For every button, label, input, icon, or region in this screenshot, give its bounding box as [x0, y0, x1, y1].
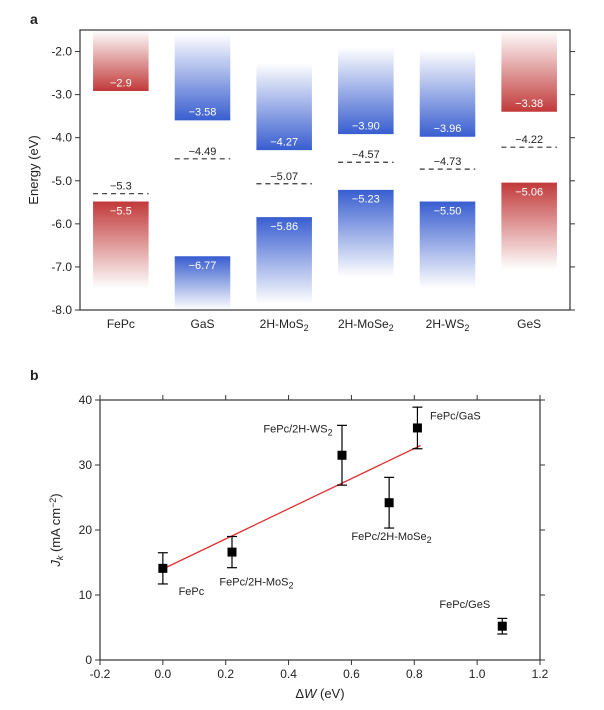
panel-b-xlabel: ΔW (eV) — [295, 686, 344, 701]
xtick-label: 1.2 — [532, 667, 549, 681]
fermi-value: −4.73 — [434, 156, 462, 168]
category-label: GeS — [517, 317, 541, 331]
xtick-label: 0.4 — [280, 667, 297, 681]
xtick-label: 1.0 — [469, 667, 486, 681]
data-point — [228, 548, 236, 556]
ytick-label: 10 — [79, 588, 93, 602]
xtick-label: 0.6 — [343, 667, 360, 681]
ytick-label: -7.0 — [51, 260, 72, 274]
cb-value: −3.90 — [352, 120, 380, 132]
data-point — [338, 451, 346, 459]
vb-value: −5.23 — [352, 194, 380, 206]
category-label: FePc — [107, 317, 135, 331]
point-label: FePc/2H-WS2 — [263, 424, 332, 438]
fermi-value: −4.49 — [189, 146, 217, 158]
ytick-label: 20 — [79, 523, 93, 537]
vb-value: −6.77 — [189, 260, 217, 272]
panel-b-label: b — [30, 367, 39, 383]
panel-a-ylabel: Energy (eV) — [26, 135, 41, 204]
ytick-label: -3.0 — [51, 88, 72, 102]
cb-value: −3.96 — [434, 123, 462, 135]
panel-b: -0.2 0.0 0.2 0.4 0.6 0.8 1.0 1.2 0 10 20 30 40 ΔW (eV… — [48, 393, 549, 701]
vb-value: −5.06 — [515, 186, 543, 198]
point-label: FePc/GaS — [430, 411, 481, 423]
panel-a-frame — [80, 30, 570, 310]
ytick-label: -6.0 — [51, 217, 72, 231]
fit-line — [163, 446, 421, 570]
category-label: GaS — [190, 317, 214, 331]
ytick-label: 40 — [79, 393, 93, 407]
fermi-value: −4.57 — [352, 149, 380, 161]
panel-b-frame — [100, 400, 540, 660]
vb-value: −5.5 — [110, 205, 132, 217]
ytick-label: -4.0 — [51, 131, 72, 145]
xtick-label: 0.2 — [217, 667, 234, 681]
data-point — [159, 564, 167, 572]
category-label: 2H-WS2 — [426, 317, 470, 333]
panel-a-label: a — [30, 11, 38, 27]
point-label: FePc/2H-MoSe2 — [351, 531, 431, 545]
vb-value: −5.86 — [270, 221, 298, 233]
ytick-label: 30 — [79, 458, 93, 472]
xtick-label: -0.2 — [90, 667, 111, 681]
xtick-label: 0.8 — [406, 667, 423, 681]
panel-b-ylabel: Jk (mA cm−2) — [48, 493, 65, 567]
data-point — [498, 622, 506, 630]
fermi-value: −4.22 — [515, 134, 543, 146]
data-point — [385, 499, 393, 507]
cb-value: −2.9 — [110, 77, 132, 89]
point-label: FePc/2H-MoS2 — [219, 576, 293, 590]
cb-value: −3.38 — [515, 98, 543, 110]
ytick-label: 0 — [85, 653, 92, 667]
category-label: 2H-MoSe2 — [338, 317, 394, 333]
point-label: FePc — [179, 586, 205, 598]
fermi-value: −5.07 — [270, 171, 298, 183]
point-label: FePc/GeS — [439, 599, 490, 611]
xtick-label: 0.0 — [155, 667, 172, 681]
ytick-label: -5.0 — [51, 174, 72, 188]
category-label: 2H-MoS2 — [260, 317, 309, 333]
cb-value: −3.58 — [189, 107, 217, 119]
vb-value: −5.50 — [434, 205, 462, 217]
fermi-value: −5.3 — [110, 181, 132, 193]
data-point — [413, 424, 421, 432]
cb-value: −4.27 — [270, 136, 298, 148]
ytick-label: -2.0 — [51, 45, 72, 59]
panel-a: -2.0 -3.0 -4.0 -5.0 -6.0 -7.0 -8.0 Energy (eV) −… — [26, 30, 575, 333]
ytick-label: -8.0 — [51, 303, 72, 317]
